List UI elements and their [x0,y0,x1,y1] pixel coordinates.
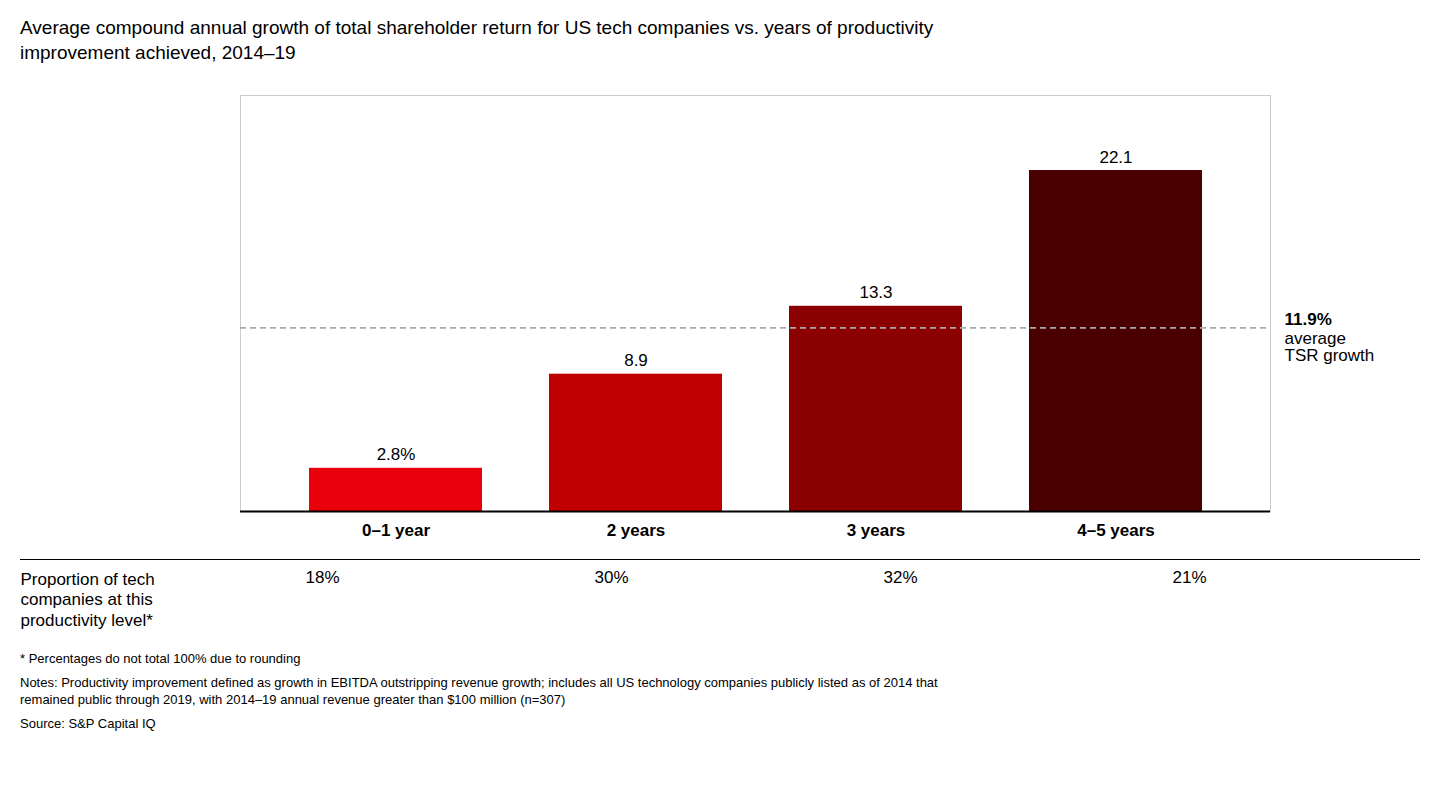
svg-text:2 years: 2 years [607,521,666,540]
html-text:Source: S&P Capital IQ: Source: S&P Capital IQ [20,716,156,731]
svg-text:30%: 30% [594,568,628,587]
svg-text:0–1 year: 0–1 year [362,521,430,540]
svg-text:4–5 years: 4–5 years [1077,521,1155,540]
svg-text:Proportion of techcompanies at: Proportion of techcompanies at thisprodu… [21,570,155,630]
svg-text:22.1: 22.1 [1099,148,1132,167]
html-text:Notes: Productivity improvemen: Notes: Productivity improvement defined … [20,674,938,708]
svg-text:13.3: 13.3 [859,284,892,303]
html-text:* Percentages do not total 100: * Percentages do not total 100% due to r… [20,651,301,667]
svg-text:3 years: 3 years [847,521,906,540]
svg-text:averageTSR growth: averageTSR growth [1285,329,1375,365]
svg-text:21%: 21% [1172,568,1206,587]
svg-text:2.8%: 2.8% [377,446,416,465]
svg-text:8.9: 8.9 [624,352,648,371]
svg-text:18%: 18% [305,568,339,587]
svg-text:11.9%: 11.9% [1285,310,1332,329]
html-text:Average compound annual growth: Average compound annual growth of total … [20,17,934,63]
svg-text:32%: 32% [883,568,917,587]
